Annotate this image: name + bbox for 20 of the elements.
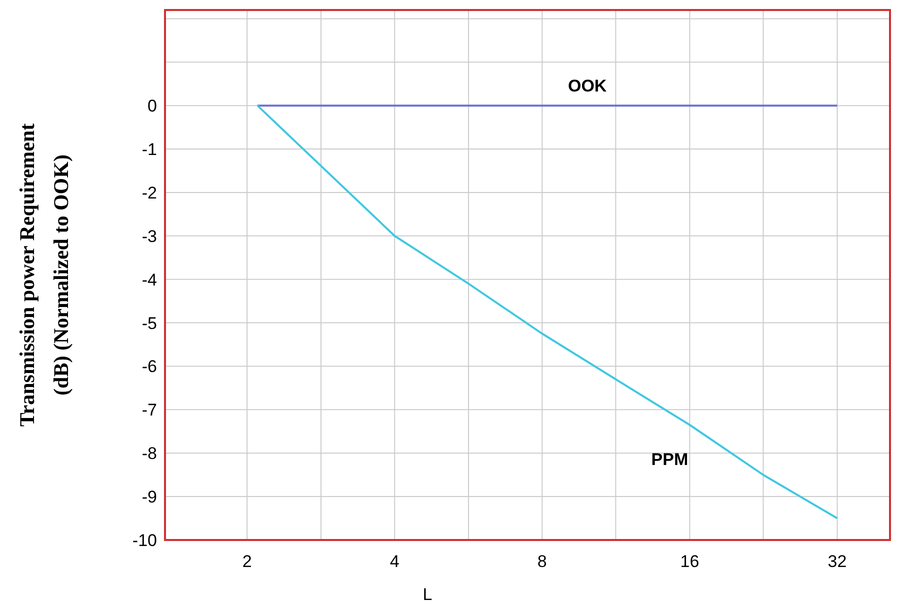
x-tick-label: 8: [537, 552, 547, 571]
series-label: PPM: [651, 450, 688, 469]
y-tick-label: -7: [142, 400, 157, 420]
y-tick-label: -8: [142, 444, 157, 464]
x-tick-label: 32: [828, 552, 847, 571]
y-axis-title: Transmission power Requirement (dB) (Normalized to OOK): [15, 123, 73, 427]
y-tick-label: -2: [142, 183, 157, 202]
y-tick-label: -3: [142, 226, 157, 246]
series-label: OOK: [568, 76, 608, 96]
x-tick-label: 2: [242, 552, 252, 571]
x-tick-label: 16: [680, 552, 700, 571]
y-tick-label: -1: [142, 140, 157, 160]
x-axis-title: L: [422, 585, 432, 604]
y-tick-label: -6: [142, 357, 157, 376]
y-tick-label: -10: [132, 531, 157, 550]
y-tick-label: 0: [148, 96, 157, 116]
y-tick-label: -9: [142, 488, 157, 507]
x-tick-label: 4: [390, 552, 400, 571]
y-tick-label: -5: [142, 314, 157, 333]
y-tick-label: -4: [142, 270, 157, 290]
